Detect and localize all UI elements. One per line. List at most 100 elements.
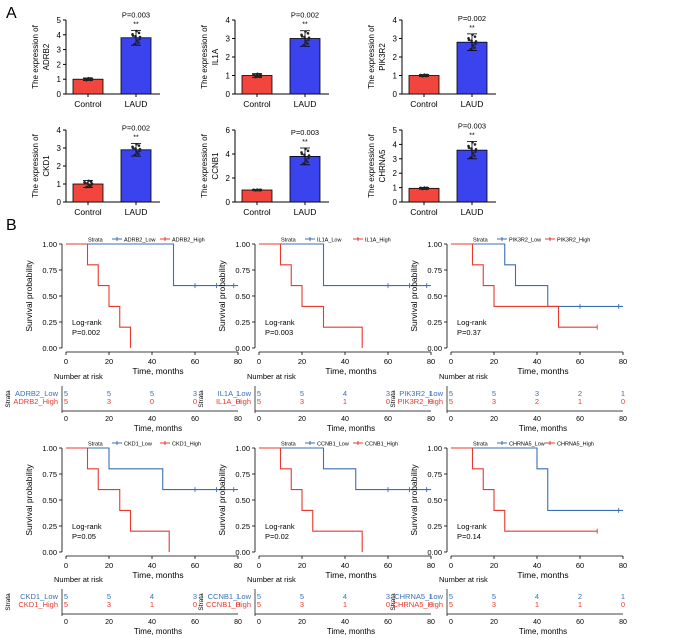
risk-count: 2 xyxy=(578,592,582,601)
y-tick-label: 0 xyxy=(393,90,398,99)
y-tick-label: 0 xyxy=(226,90,231,99)
risk-x-tick-label: 60 xyxy=(191,416,199,423)
panel-label-a: A xyxy=(6,5,17,22)
p-value: P=0.002 xyxy=(458,14,486,23)
x-tick-label: 20 xyxy=(298,357,306,366)
x-tick-label: 40 xyxy=(533,561,541,570)
risk-count: 5 xyxy=(300,389,304,398)
risk-x-tick-label: 0 xyxy=(257,619,261,626)
survival-curve-high xyxy=(451,243,598,328)
legend-entry: CHRNA5_High xyxy=(557,442,594,448)
risk-table-strata-label: Strata xyxy=(5,390,12,408)
risk-x-axis-label: Time, months xyxy=(519,627,567,636)
risk-x-tick-label: 40 xyxy=(341,619,349,626)
y-tick-label: 0.50 xyxy=(42,292,57,301)
x-tick-label: LAUD xyxy=(461,99,484,109)
risk-count: 0 xyxy=(193,397,197,406)
data-point xyxy=(83,181,87,185)
y-tick-label: 0.00 xyxy=(427,344,442,353)
risk-count: 1 xyxy=(343,397,347,406)
x-tick-label: 60 xyxy=(576,561,584,570)
data-point xyxy=(255,188,258,192)
y-tick-label: 5 xyxy=(393,126,398,135)
x-tick-label: 40 xyxy=(148,561,156,570)
data-point xyxy=(138,149,141,153)
risk-x-tick-label: 20 xyxy=(298,619,306,626)
x-tick-label: 80 xyxy=(427,561,435,570)
significance-stars: ** xyxy=(133,21,139,28)
y-axis-label: The expression of xyxy=(31,24,40,88)
risk-x-tick-label: 20 xyxy=(105,619,113,626)
data-point xyxy=(304,147,307,151)
risk-count: 3 xyxy=(193,389,197,398)
y-tick-label: 0.00 xyxy=(42,548,57,557)
y-tick-label: 0 xyxy=(57,90,62,99)
risk-table-strata-label: Strata xyxy=(5,593,12,611)
data-point xyxy=(138,37,141,41)
x-tick-label: Control xyxy=(243,207,271,217)
y-tick-label: 1.00 xyxy=(42,240,57,249)
risk-count: 4 xyxy=(343,592,347,601)
y-tick-label: 2 xyxy=(393,169,398,178)
risk-count: 0 xyxy=(429,600,433,609)
risk-row-label: CKD1_Low xyxy=(20,592,59,601)
y-tick-label: 0.25 xyxy=(42,522,57,531)
data-point xyxy=(138,35,142,39)
data-point xyxy=(422,186,425,190)
risk-count: 5 xyxy=(64,389,68,398)
data-point xyxy=(474,150,477,154)
risk-table-title: Number at risk xyxy=(439,575,488,584)
risk-count: 1 xyxy=(236,592,240,601)
x-tick-label: 0 xyxy=(449,357,453,366)
risk-x-tick-label: 80 xyxy=(619,619,627,626)
x-tick-label: 20 xyxy=(490,357,498,366)
risk-x-tick-label: 80 xyxy=(619,416,627,423)
risk-count: 5 xyxy=(64,600,68,609)
risk-table-title: Number at risk xyxy=(247,372,296,381)
x-tick-label: 40 xyxy=(341,561,349,570)
y-tick-label: 0.25 xyxy=(427,522,442,531)
risk-row-label: PIK3R2_High xyxy=(398,397,443,406)
x-tick-label: 0 xyxy=(257,561,261,570)
risk-count: 5 xyxy=(449,592,453,601)
y-tick-label: 2 xyxy=(57,60,62,69)
data-point xyxy=(471,152,475,155)
y-tick-label: 0.75 xyxy=(427,266,442,275)
data-point xyxy=(300,152,304,156)
risk-count: 2 xyxy=(535,397,539,406)
data-point xyxy=(474,42,477,46)
data-point xyxy=(307,38,310,42)
risk-row-label: ADRB2_Low xyxy=(15,389,59,398)
data-point xyxy=(131,146,135,150)
data-point xyxy=(467,38,471,42)
y-axis-label: Survival probability xyxy=(24,260,34,332)
data-point xyxy=(134,147,137,150)
legend-entry: ADRB2_High xyxy=(172,238,205,244)
y-tick-label: 1.00 xyxy=(427,444,442,453)
y-tick-label: 2 xyxy=(393,53,398,62)
x-tick-label: 60 xyxy=(191,561,199,570)
x-tick-label: 80 xyxy=(234,357,242,366)
y-tick-label: 0 xyxy=(393,198,398,207)
risk-x-tick-label: 20 xyxy=(105,416,113,423)
risk-x-tick-label: 0 xyxy=(64,416,68,423)
y-tick-label: 0.00 xyxy=(235,344,250,353)
x-tick-label: 80 xyxy=(427,357,435,366)
data-point xyxy=(473,143,477,146)
data-point xyxy=(474,40,478,43)
y-tick-label: 2 xyxy=(226,53,231,62)
legend-entry: CKD1_Low xyxy=(124,442,152,448)
survival-curve-low xyxy=(259,243,431,287)
risk-row-label: CCNB1_High xyxy=(206,600,251,609)
risk-count: 2 xyxy=(578,389,582,398)
risk-count: 3 xyxy=(535,389,539,398)
x-tick-label: 60 xyxy=(576,357,584,366)
bar-laud xyxy=(120,149,152,203)
data-point xyxy=(90,183,93,186)
survival-curve-high xyxy=(66,447,170,552)
data-point xyxy=(85,185,88,189)
logrank-label: Log-rank xyxy=(265,318,295,327)
risk-count: 1 xyxy=(578,397,582,406)
risk-count: 5 xyxy=(449,397,453,406)
p-value: P=0.002 xyxy=(291,11,319,20)
